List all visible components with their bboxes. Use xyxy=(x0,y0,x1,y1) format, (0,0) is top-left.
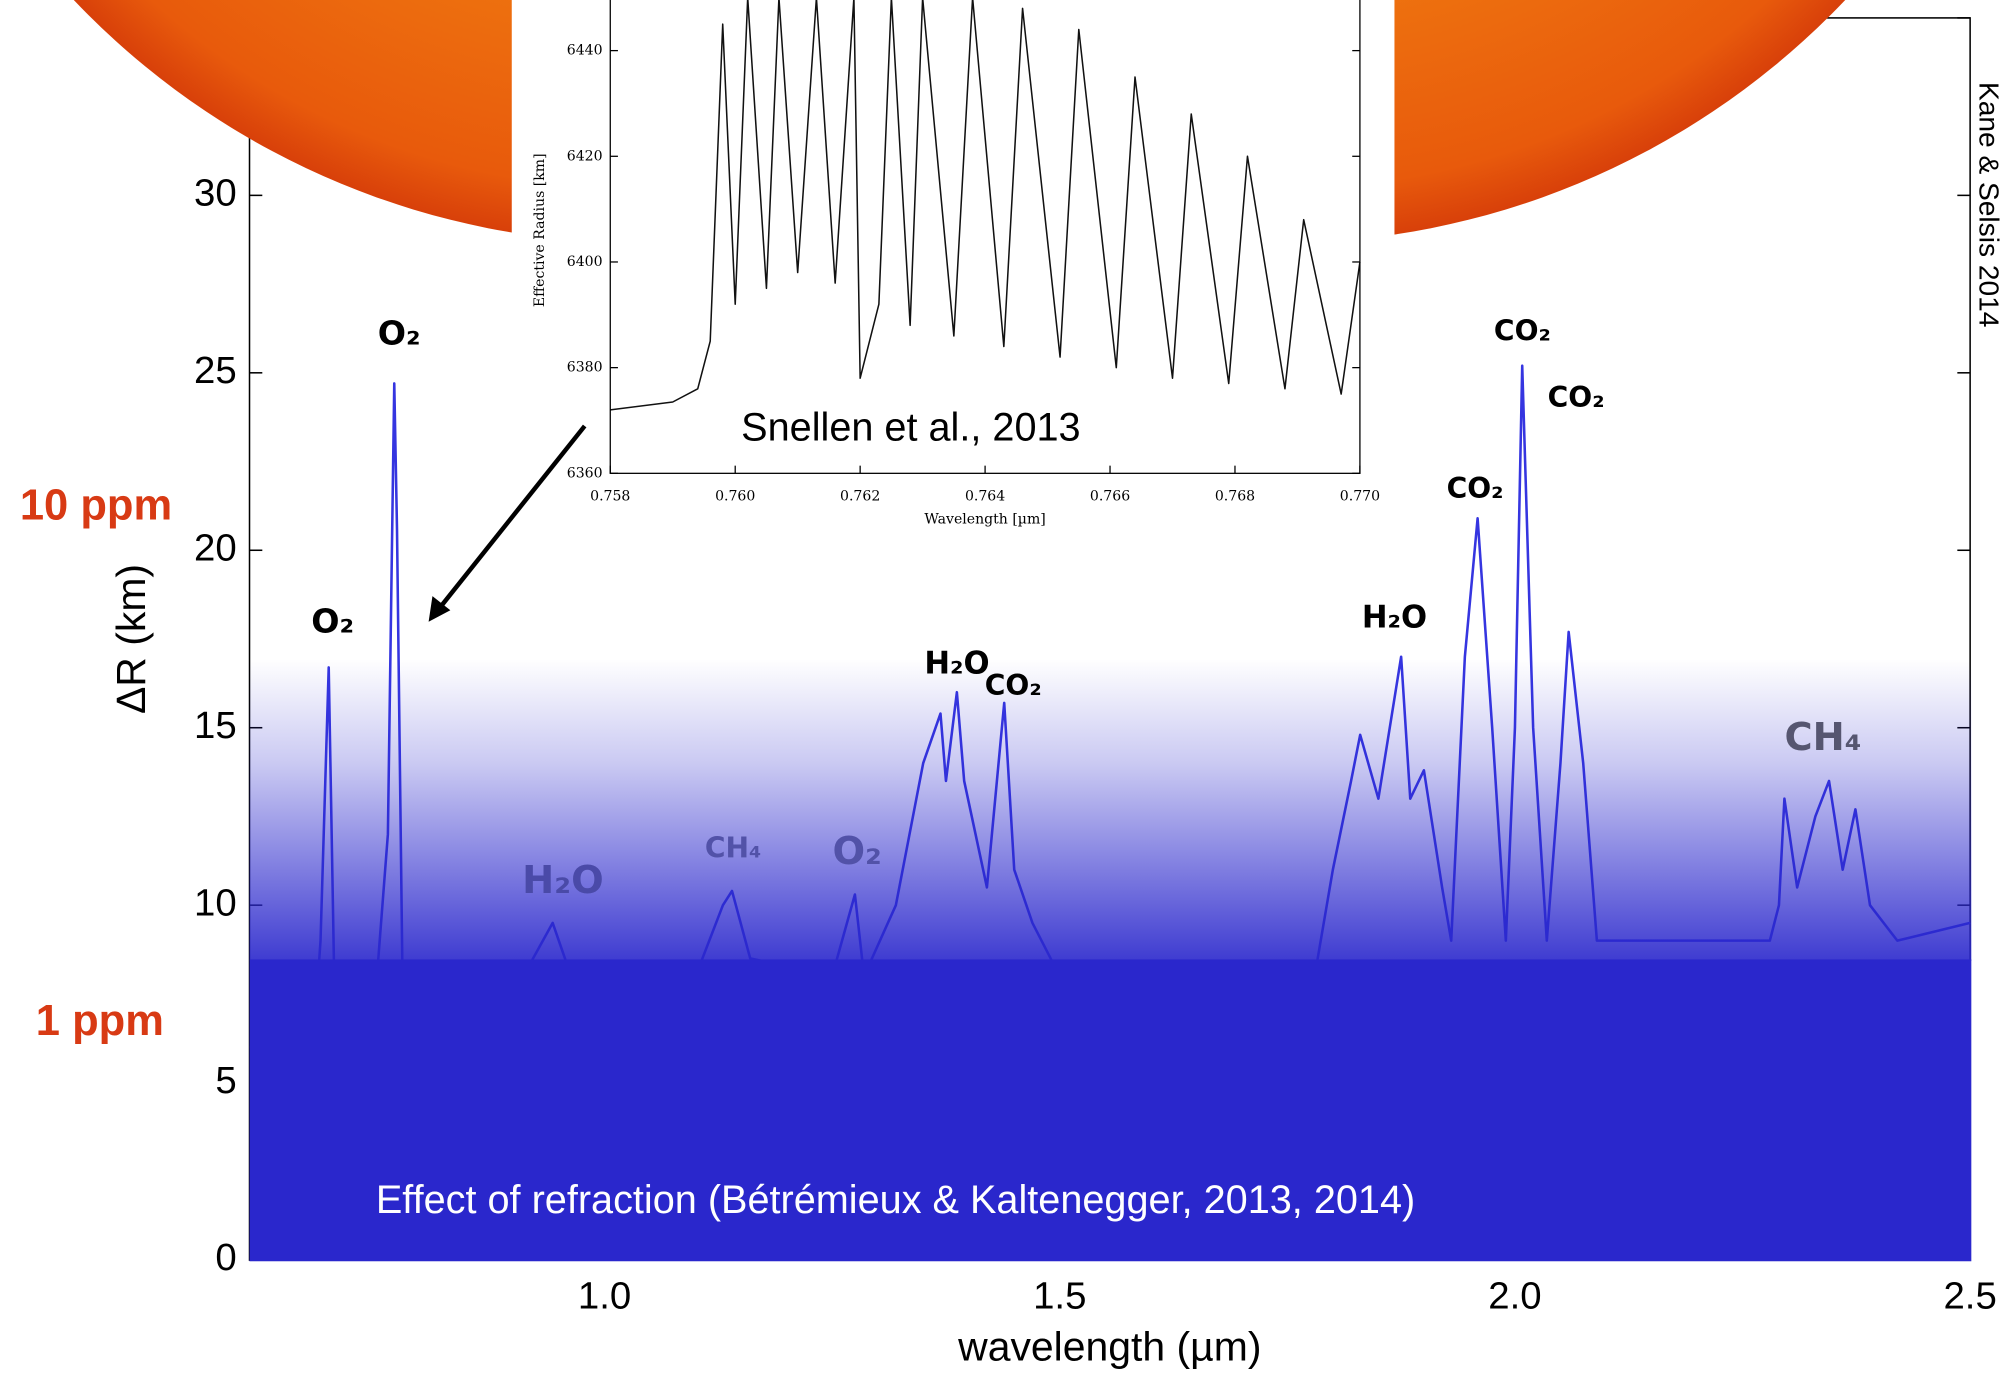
y-tick-label: 0 xyxy=(215,1236,236,1279)
annotation: 10 ppm xyxy=(20,481,172,529)
x-tick-label: 0.760 xyxy=(715,488,755,504)
arrow-head xyxy=(428,596,451,622)
molecule-label: CO₂ xyxy=(1447,472,1504,505)
y-axis-label: Effective Radius [km] xyxy=(532,153,548,307)
molecule-label: H₂O xyxy=(924,647,989,682)
y-tick-label: 15 xyxy=(194,704,237,747)
y-tick-label: 25 xyxy=(194,349,237,392)
molecule-label: H₂O xyxy=(1362,601,1427,636)
annotation: Effect of refraction (Bétrémieux & Kalte… xyxy=(376,1178,1415,1222)
x-tick-label: 0.762 xyxy=(840,488,880,504)
molecule-label: O₂ xyxy=(378,314,421,353)
x-tick-label: 0.768 xyxy=(1215,488,1255,504)
inset-title: Snellen et al., 2013 xyxy=(741,405,1080,449)
y-tick-label: 6440 xyxy=(567,43,603,59)
arrow xyxy=(437,424,587,611)
y-tick-label: 6400 xyxy=(567,254,603,270)
x-axis-label: Wavelength [µm] xyxy=(924,511,1045,527)
inset-background xyxy=(511,0,1395,544)
annotation: Kane & Selsis 2014 xyxy=(1973,82,2004,327)
inset: 6360 6380 6400 6420 6440 0.758 0.760 0.762 0.764… xyxy=(532,0,1380,527)
x-tick-label: 1.5 xyxy=(1033,1275,1086,1318)
molecule-label: CH₄ xyxy=(705,831,762,864)
x-tick-label: 0.770 xyxy=(1340,488,1380,504)
molecule-label: H₂O xyxy=(522,858,604,903)
molecule-label: CO₂ xyxy=(985,669,1042,702)
x-tick-label: 2.0 xyxy=(1488,1275,1541,1318)
molecule-label: CH₄ xyxy=(1784,715,1861,760)
y-tick-label: 6360 xyxy=(567,465,603,481)
annotation: 1 ppm xyxy=(36,997,164,1045)
x-tick-label: 2.5 xyxy=(1943,1275,1996,1318)
x-tick-label: 1.0 xyxy=(578,1275,631,1318)
refraction-band xyxy=(249,959,1972,1262)
x-tick-label: 0.758 xyxy=(590,488,630,504)
x-tick-label: 0.764 xyxy=(965,488,1005,504)
y-tick-label: 30 xyxy=(194,172,237,215)
y-tick-label: 20 xyxy=(194,526,237,569)
x-tick-label: 0.766 xyxy=(1090,488,1130,504)
x-axis-label: wavelength (µm) xyxy=(957,1323,1261,1369)
refraction-fade xyxy=(249,658,1972,961)
y-axis-label: ΔR (km) xyxy=(108,564,154,714)
plot-area xyxy=(249,364,1972,1262)
molecule-label: O₂ xyxy=(311,602,354,641)
y-tick-label: 10 xyxy=(194,881,237,924)
molecule-label: CO₂ xyxy=(1548,381,1605,414)
molecule-label: O₂ xyxy=(832,829,881,874)
molecule-label: CO₂ xyxy=(1494,315,1551,348)
y-tick-label: 6420 xyxy=(567,148,603,164)
spectrum-line xyxy=(610,0,1361,411)
y-tick-label: 6380 xyxy=(567,360,603,376)
y-tick-label: 5 xyxy=(215,1059,236,1102)
decoration xyxy=(73,0,1846,544)
